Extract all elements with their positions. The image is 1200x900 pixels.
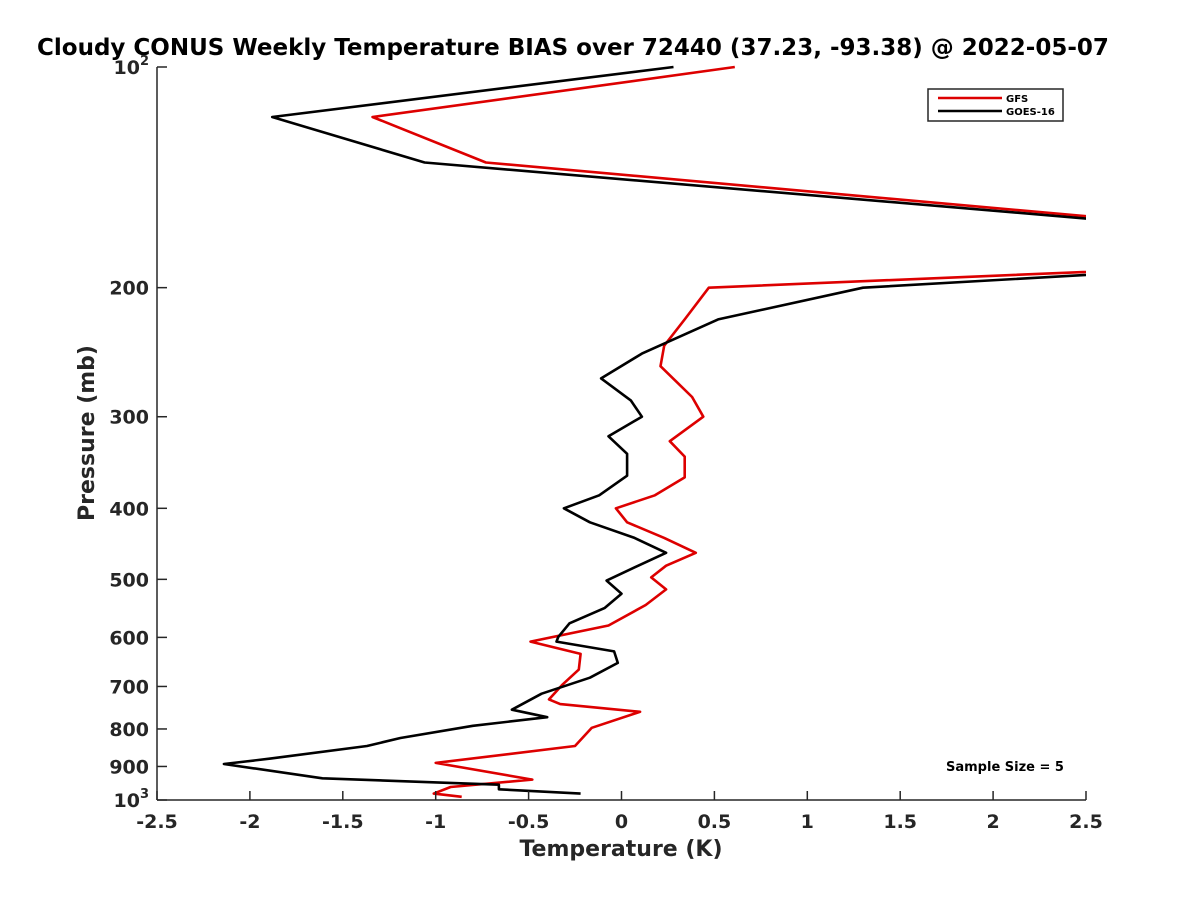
series-line-gfs <box>371 65 1086 799</box>
x-tick-label: -2 <box>239 811 260 833</box>
legend-label-goes16: GOES-16 <box>1006 107 1055 118</box>
x-tick-label: 2 <box>986 811 999 833</box>
plot-area: -2.5 -2 -1.5 -1 -0.5 0 0.5 1 1.5 2 2.5 102 200 300 400… <box>109 54 1103 833</box>
sample-size-annotation: Sample Size = 5 <box>946 760 1064 775</box>
y-tick-label: 300 <box>109 407 149 429</box>
x-tick-label: 1 <box>801 811 814 833</box>
y-tick-label: 102 <box>114 54 150 79</box>
axes: -2.5 -2 -1.5 -1 -0.5 0 0.5 1 1.5 2 2.5 102 200 300 400… <box>109 54 1103 833</box>
y-tick-label: 700 <box>109 676 149 698</box>
x-tick-label: -0.5 <box>508 811 550 833</box>
y-tick-label: 600 <box>109 627 149 649</box>
y-axis-label: Pressure (mb) <box>75 345 100 521</box>
series-line-goes16 <box>222 65 1086 795</box>
x-tick-label: 2.5 <box>1069 811 1103 833</box>
x-tick-label: 0 <box>615 811 628 833</box>
y-tick-label: 400 <box>109 498 149 520</box>
y-tick-label: 200 <box>109 278 149 300</box>
x-tick-label: -1 <box>425 811 446 833</box>
y-tick-label: 500 <box>109 569 149 591</box>
y-tick-label: 103 <box>114 787 150 812</box>
chart-title: Cloudy CONUS Weekly Temperature BIAS ove… <box>37 35 1109 61</box>
legend-label-gfs: GFS <box>1006 94 1028 105</box>
x-axis-label: Temperature (K) <box>519 837 722 862</box>
x-tick-label: -2.5 <box>136 811 178 833</box>
legend: GFS GOES-16 <box>927 88 1064 122</box>
series-layer <box>222 65 1086 799</box>
y-tick-label: 800 <box>109 719 149 741</box>
x-tick-label: 0.5 <box>698 811 732 833</box>
y-tick-label: 900 <box>109 756 149 778</box>
legend-box <box>927 88 1064 122</box>
x-tick-label: -1.5 <box>322 811 364 833</box>
x-tick-label: 1.5 <box>883 811 917 833</box>
